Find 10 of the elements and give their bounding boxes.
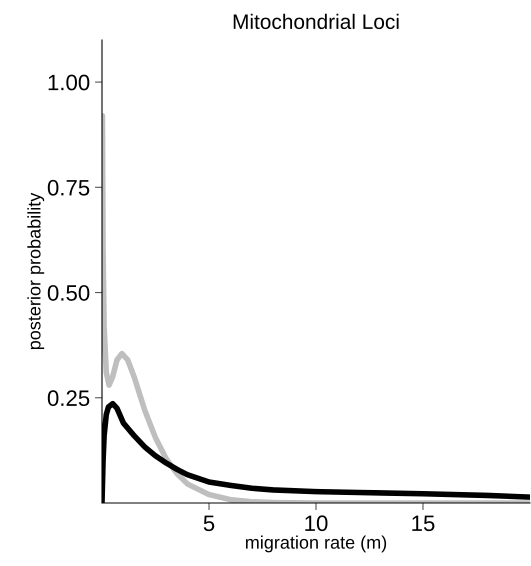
x-tick-label: 5 xyxy=(204,516,214,532)
y-axis-title: posterior probability xyxy=(27,192,44,350)
x-axis-title: migration rate (m) xyxy=(246,536,386,552)
y-tick-label: 0.75 xyxy=(48,180,90,196)
y-tick-label: 0.25 xyxy=(48,390,90,406)
x-tick-label: 15 xyxy=(412,516,434,532)
y-tick-label: 0.50 xyxy=(48,285,90,301)
y-tick-label: 1.00 xyxy=(48,74,90,90)
chart-title: Mitochondrial Loci xyxy=(234,14,399,30)
x-tick-label: 10 xyxy=(305,515,328,532)
